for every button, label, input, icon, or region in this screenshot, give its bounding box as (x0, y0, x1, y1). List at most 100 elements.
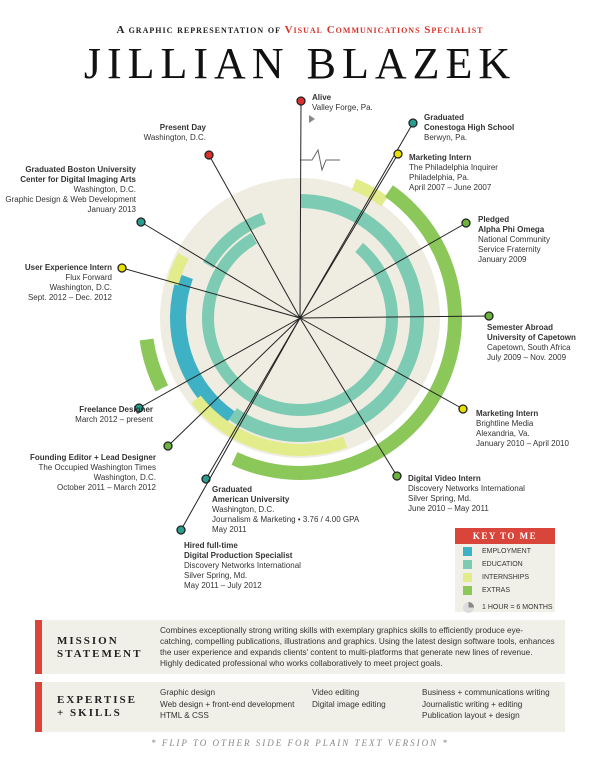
key-item: EMPLOYMENT (463, 546, 555, 557)
event-title: Present Day (160, 123, 207, 132)
accent-bar (35, 682, 42, 732)
event-detail: January 2009 (478, 255, 527, 264)
event-detail: January 2010 – April 2010 (476, 439, 570, 448)
key-swatch (463, 573, 472, 582)
event-label: Founding Editor + Lead Designer The Occup… (30, 453, 157, 492)
skill: Business + communications writing (422, 688, 550, 697)
key-text: EXTRAS (482, 587, 511, 594)
spoke (121, 267, 301, 319)
event-detail: May 2011 – July 2012 (184, 581, 262, 590)
skill-column: Video editing Digital image editing (312, 687, 386, 710)
event-detail: Brightline Media (476, 419, 534, 428)
zigzag (300, 148, 340, 172)
spoke (299, 315, 490, 319)
event-label: Pledged Alpha Phi Omega National Community… (478, 215, 550, 264)
timeline-band (351, 178, 389, 207)
key-swatch (463, 586, 472, 595)
mission-label: Mission Statement (57, 635, 142, 661)
event-detail: April 2007 – June 2007 (409, 183, 492, 192)
event-detail: Discovery Networks International (184, 561, 301, 570)
key-swatch (463, 547, 472, 556)
label-line: Expertise (57, 694, 137, 706)
key-text: EMPLOYMENT (482, 548, 532, 555)
event-detail: Capetown, South Africa (487, 343, 571, 352)
event-label: Hired full-time Digital Production Specia… (184, 541, 301, 590)
skill: HTML & CSS (160, 711, 209, 720)
event-title: Founding Editor + Lead Designer (30, 453, 156, 462)
timeline-band (203, 212, 266, 268)
skill: Web design + front-end development (160, 699, 295, 709)
event-title: Pledged (478, 215, 509, 224)
event-detail: Graphic Design & Web Development (5, 195, 136, 204)
event-dot (296, 96, 306, 106)
event-title: American University (212, 495, 290, 504)
event-label: Graduated Conestoga High School Berwyn, Pa… (424, 113, 514, 142)
key-scale: 1 HOUR = 6 MONTHS (463, 602, 555, 613)
event-label: Present Day Washington, D.C. (144, 123, 207, 142)
event-dot (136, 217, 146, 227)
event-title: Alpha Phi Omega (478, 225, 545, 234)
event-title: User Experience Intern (25, 263, 112, 272)
event-title: University of Capetown (487, 333, 576, 342)
spoke (299, 222, 467, 319)
spoke (205, 317, 301, 480)
event-detail: Sept. 2012 – Dec. 2012 (28, 293, 113, 302)
spoke (140, 221, 301, 319)
event-dot (408, 118, 418, 128)
event-dot (201, 474, 211, 484)
expertise-section: Expertise + Skills Graphic design Web desi… (35, 682, 565, 732)
event-detail: June 2010 – May 2011 (408, 504, 489, 513)
tagline-role: Visual Communications Specialist (285, 24, 484, 36)
footer: * Flip to other side for plain text vers… (151, 738, 449, 748)
event-dot (484, 311, 494, 321)
label-line: Statement (57, 648, 143, 660)
event-detail: Flux Forward (65, 273, 112, 282)
event-title: Marketing Intern (476, 409, 538, 418)
event-title: Digital Video Intern (408, 474, 481, 483)
spoke (299, 317, 464, 410)
skill: Video editing (312, 688, 360, 697)
mission-text: Combines exceptionally strong writing sk… (160, 626, 555, 668)
scale-icon (463, 602, 474, 613)
name: JILLIAN BLAZEK (84, 39, 516, 88)
event-title: Graduated (424, 113, 464, 122)
event-detail: May 2011 (212, 525, 247, 534)
spoke (208, 154, 301, 319)
spoke (299, 317, 398, 477)
skill-column: Graphic design Web design + front-end dev… (160, 687, 294, 722)
event-title: Marketing Intern (409, 153, 471, 162)
event-detail: National Community (478, 235, 550, 244)
event-dot (458, 404, 468, 414)
event-title: Center for Digital Imaging Arts (20, 175, 136, 184)
accent-bar (35, 620, 42, 674)
spoke (180, 317, 301, 531)
key-item: EDUCATION (463, 559, 555, 570)
event-detail: Washington, D.C. (144, 133, 206, 142)
event-label: Marketing Intern The Philadelphia Inquire… (409, 153, 498, 192)
event-title: Semester Abroad (487, 323, 553, 332)
mission-section: Mission Statement Combines exceptionally … (35, 620, 565, 674)
event-detail: March 2012 – present (75, 415, 154, 424)
event-detail: Service Fraternity (478, 245, 541, 254)
event-detail: Silver Spring, Md. (184, 571, 247, 580)
event-dot (134, 403, 144, 413)
event-label: Marketing Intern Brightline Media Alexandr… (476, 409, 570, 448)
event-title: Graduated (212, 485, 252, 494)
graphic: A graphic representation of Visual Commu… (5, 24, 576, 590)
skill: Graphic design (160, 688, 216, 697)
event-detail: Philadelphia, Pa. (409, 173, 469, 182)
event-dot (392, 471, 402, 481)
timeline-band (228, 194, 424, 442)
event-detail: Valley Forge, Pa. (312, 103, 373, 112)
event-detail: Alexandria, Va. (476, 429, 530, 438)
event-label: Semester Abroad University of Capetown Cap… (487, 323, 576, 362)
event-title: Digital Production Specialist (184, 551, 293, 560)
skill: Journalistic writing + editing (422, 699, 523, 709)
event-detail: Journalism & Marketing • 3.76 / 4.00 GPA (212, 515, 360, 524)
key-item: EXTRAS (463, 585, 555, 596)
key-items: EMPLOYMENT EDUCATION INTERNSHIPS EXTRAS 1 HO… (455, 546, 555, 613)
label-line: Mission (57, 635, 119, 647)
key-title: KEY TO ME (455, 528, 555, 544)
event-detail: Washington, D.C. (212, 505, 274, 514)
spoke (299, 100, 302, 319)
